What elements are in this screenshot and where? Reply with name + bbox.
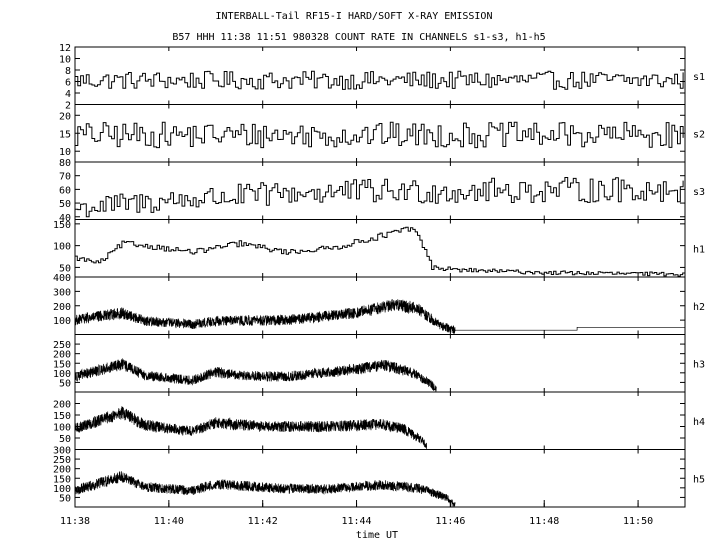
y-tick-label: 2: [65, 101, 71, 112]
panel-s2: 10 15 20 s2: [59, 104, 705, 163]
y-tick-label: 20: [59, 111, 71, 122]
y-tick-label: 200: [53, 465, 71, 476]
y-tick-label: 80: [59, 158, 71, 169]
series-s2: [75, 121, 684, 149]
channel-label-h2: h2: [693, 302, 705, 313]
series-s3: [75, 177, 684, 218]
channel-label-s2: s2: [693, 129, 705, 140]
panel-frame: [74, 104, 686, 163]
channel-label-s1: s1: [693, 72, 705, 83]
panels: 24681012s1101520s24050607080s350100150h1…: [53, 43, 705, 508]
y-tick-label: 200: [53, 350, 71, 361]
x-axis-label: time UT: [356, 530, 398, 541]
panel-s3: 40 50 60 70 80 s3: [59, 158, 705, 224]
panel-h1: 50 100 150 h1: [53, 219, 705, 278]
x-tick-label: 11:38: [60, 516, 90, 527]
y-tick-label: 12: [59, 43, 71, 54]
y-tick-label: 60: [59, 185, 71, 196]
x-tick-label: 11:44: [341, 516, 371, 527]
x-tick-label: 11:50: [623, 516, 653, 527]
series-h4: [74, 406, 428, 450]
y-tick-label: 50: [59, 493, 71, 504]
series-s1: [75, 70, 684, 90]
y-tick-label: 6: [65, 78, 71, 89]
y-tick-label: 10: [59, 147, 71, 158]
y-tick-label: 250: [53, 340, 71, 351]
y-tick-label: 100: [53, 423, 71, 434]
x-tick-label: 11:40: [154, 516, 184, 527]
y-tick-label: 8: [65, 66, 71, 77]
y-tick-label: 70: [59, 172, 71, 183]
panel-frame: [74, 449, 686, 508]
series-h2: [74, 299, 685, 334]
x-tick-label: 11:46: [435, 516, 465, 527]
y-tick-label: 400: [53, 273, 71, 284]
y-tick-label: 300: [53, 287, 71, 298]
y-tick-label: 50: [59, 263, 71, 274]
channel-label-s3: s3: [693, 187, 705, 198]
channel-label-h4: h4: [693, 417, 705, 428]
y-tick-label: 150: [53, 359, 71, 370]
y-tick-label: 200: [53, 302, 71, 313]
channel-label-h3: h3: [693, 359, 705, 370]
y-tick-label: 50: [59, 199, 71, 210]
y-tick-label: 150: [53, 220, 71, 231]
time-axis: 11:38 11:40 11:42 11:44 11:46 11:48 11:50: [60, 500, 653, 527]
channel-label-h1: h1: [693, 244, 705, 255]
y-tick-label: 150: [53, 474, 71, 485]
y-tick-label: 50: [59, 434, 71, 445]
y-tick-label: 4: [65, 89, 71, 100]
y-tick-label: 300: [53, 446, 71, 457]
y-tick-label: 100: [53, 242, 71, 253]
channel-label-h5: h5: [693, 474, 705, 485]
chart-title: INTERBALL-Tail RF15-I HARD/SOFT X-RAY EM…: [216, 11, 493, 22]
series-h5: [74, 471, 456, 507]
y-tick-label: 50: [59, 378, 71, 389]
series-h3: [74, 358, 437, 392]
y-tick-label: 10: [59, 55, 71, 66]
series-h1: [75, 226, 686, 277]
y-tick-label: 150: [53, 411, 71, 422]
y-tick-label: 200: [53, 400, 71, 411]
x-tick-label: 11:42: [248, 516, 278, 527]
panel-h2: 100 200 300 400 h2: [53, 273, 705, 335]
y-tick-label: 40: [59, 213, 71, 224]
y-tick-label: 100: [53, 369, 71, 380]
y-tick-label: 250: [53, 455, 71, 466]
y-tick-label: 100: [53, 484, 71, 495]
y-tick-label: 100: [53, 316, 71, 327]
y-tick-label: 15: [59, 129, 71, 140]
chart-subtitle: B57 HHH 11:38 11:51 980328 COUNT RATE IN…: [172, 32, 545, 43]
x-tick-label: 11:48: [529, 516, 559, 527]
